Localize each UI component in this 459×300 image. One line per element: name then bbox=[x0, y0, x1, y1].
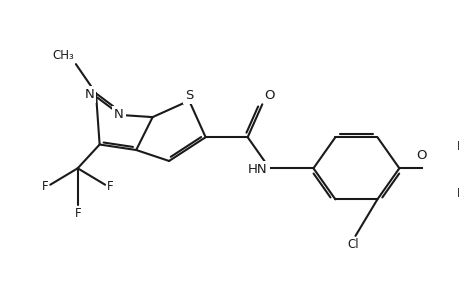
Text: Cl: Cl bbox=[347, 238, 358, 251]
Text: F: F bbox=[74, 207, 81, 220]
Text: O: O bbox=[263, 89, 274, 103]
Text: N: N bbox=[84, 88, 94, 101]
Text: F: F bbox=[456, 187, 459, 200]
Text: F: F bbox=[42, 180, 48, 193]
Text: F: F bbox=[106, 180, 113, 193]
Text: N: N bbox=[113, 108, 123, 122]
Text: O: O bbox=[415, 149, 425, 162]
Text: CH₃: CH₃ bbox=[52, 49, 74, 62]
Text: F: F bbox=[456, 140, 459, 152]
Text: HN: HN bbox=[247, 163, 267, 176]
Text: S: S bbox=[185, 89, 193, 102]
